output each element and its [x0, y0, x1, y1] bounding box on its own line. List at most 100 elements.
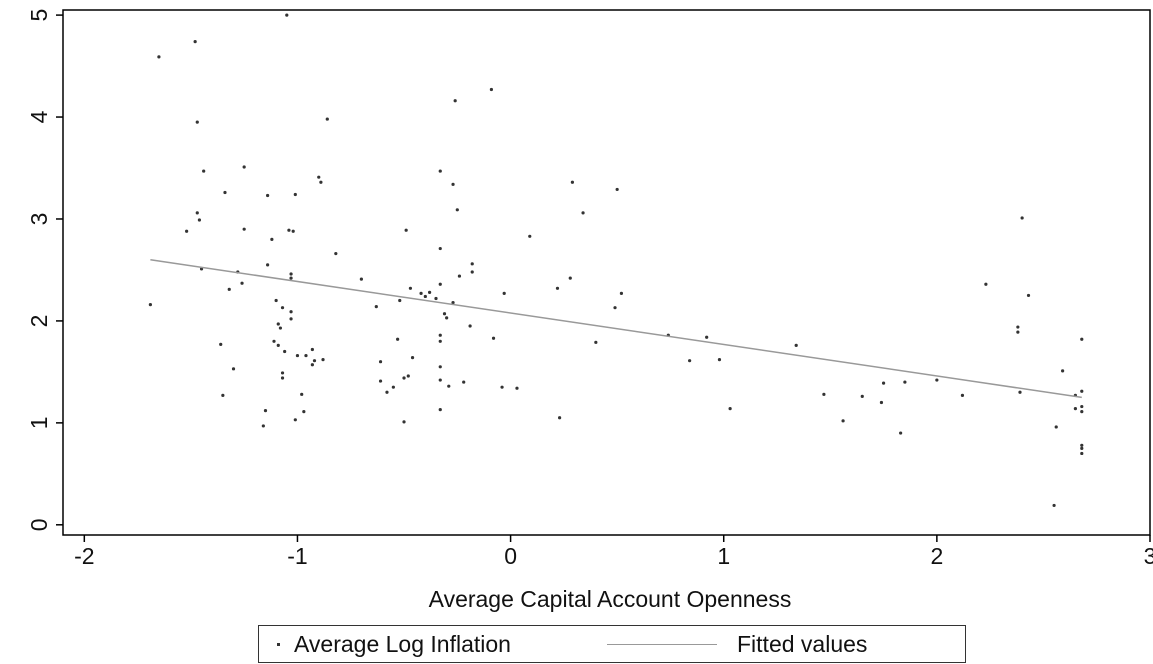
scatter-point [1080, 443, 1084, 447]
y-tick-label: 2 [26, 315, 52, 328]
scatter-point [195, 211, 199, 215]
legend-item-average-log-inflation: Average Log Inflation [277, 626, 511, 662]
scatter-point [197, 218, 202, 222]
scatter-point [1080, 410, 1084, 414]
scatter-point [1026, 293, 1031, 298]
scatter-point [266, 263, 270, 267]
scatter-point [515, 386, 519, 390]
scatter-point [195, 120, 199, 124]
scatter-point [447, 384, 451, 388]
scatter-point [374, 305, 378, 309]
scatter-point [278, 326, 282, 330]
plot-frame [62, 9, 1151, 536]
scatter-point [438, 246, 442, 251]
scatter-point [841, 419, 845, 423]
scatter-point [325, 117, 329, 121]
scatter-point [438, 333, 442, 337]
scatter-point [334, 252, 338, 256]
scatter-point [291, 229, 295, 233]
scatter-point [289, 276, 293, 280]
scatter-point [391, 385, 395, 389]
scatter-point [1020, 216, 1024, 220]
scatter-point [402, 376, 406, 380]
scatter-point [398, 298, 402, 303]
scatter-point [310, 363, 314, 367]
legend-marker-dot-icon [277, 642, 280, 646]
scatter-point [881, 381, 886, 385]
y-tick-label: 3 [26, 213, 52, 226]
scatter-point [283, 349, 287, 354]
scatter-point [613, 306, 617, 310]
scatter-point [289, 272, 293, 276]
y-tick-label: 1 [26, 416, 52, 429]
scatter-point [148, 303, 152, 307]
scatter-point [705, 335, 709, 339]
scatter-point [295, 353, 300, 358]
scatter-point [280, 376, 285, 380]
scatter-point [261, 424, 265, 428]
scatter-point [879, 400, 884, 405]
legend-marker-line-icon [607, 643, 717, 645]
scatter-point [1073, 406, 1078, 411]
scatter-point [555, 286, 560, 290]
scatter-point [1054, 425, 1058, 429]
scatter-point [289, 317, 293, 321]
scatter-point [615, 187, 619, 192]
legend-label: Fitted values [737, 630, 868, 657]
scatter-point [570, 180, 574, 184]
scatter-point [321, 358, 325, 362]
scatter-point [1080, 389, 1084, 393]
scatter-point [221, 393, 225, 397]
scatter-point [402, 420, 406, 424]
scatter-point [935, 378, 939, 382]
scatter-point [594, 340, 598, 344]
scatter-point [899, 431, 903, 435]
marks-layer [148, 13, 1084, 508]
scatter-point [312, 359, 317, 363]
scatter-point [822, 392, 826, 396]
scatter-point [468, 324, 472, 328]
scatter-point [302, 410, 306, 414]
scatter-point [581, 211, 585, 215]
fitted-line [150, 259, 1082, 399]
scatter-point [455, 208, 459, 212]
legend-label: Average Log Inflation [294, 630, 511, 657]
scatter-point [489, 87, 494, 92]
scatter-point [289, 310, 293, 314]
scatter-point [274, 298, 278, 303]
scatter-point [1061, 369, 1065, 373]
scatter-point [242, 165, 246, 169]
scatter-point [1080, 446, 1084, 450]
scatter-point [1080, 404, 1084, 409]
scatter-point [453, 99, 457, 103]
scatter-point [293, 192, 297, 197]
scatter-point [276, 322, 280, 326]
scatter-point [223, 190, 227, 195]
scatter-point [619, 291, 624, 295]
scatter-point [500, 385, 504, 389]
scatter-point [287, 228, 291, 232]
scatter-point [438, 339, 442, 343]
scatter-point [427, 290, 432, 294]
scatter-point [423, 294, 427, 299]
scatter-point [984, 282, 988, 286]
scatter-point [359, 277, 363, 281]
scatter-point [903, 380, 907, 384]
scatter-point [280, 371, 285, 375]
scatter-point [462, 380, 466, 384]
y-tick-label: 4 [26, 110, 52, 123]
scatter-point [445, 316, 449, 320]
scatter-point [185, 229, 189, 233]
scatter-point [717, 358, 722, 362]
scatter-point [317, 175, 321, 179]
scatter-point [293, 418, 297, 422]
scatter-point [442, 312, 447, 316]
scatter-point [276, 343, 280, 347]
scatter-point [688, 359, 692, 363]
scatter-point [438, 378, 442, 382]
x-tick-label: 1 [717, 543, 730, 569]
scatter-point [960, 393, 965, 397]
y-tick-label: 5 [26, 9, 52, 22]
scatter-point [502, 291, 506, 295]
